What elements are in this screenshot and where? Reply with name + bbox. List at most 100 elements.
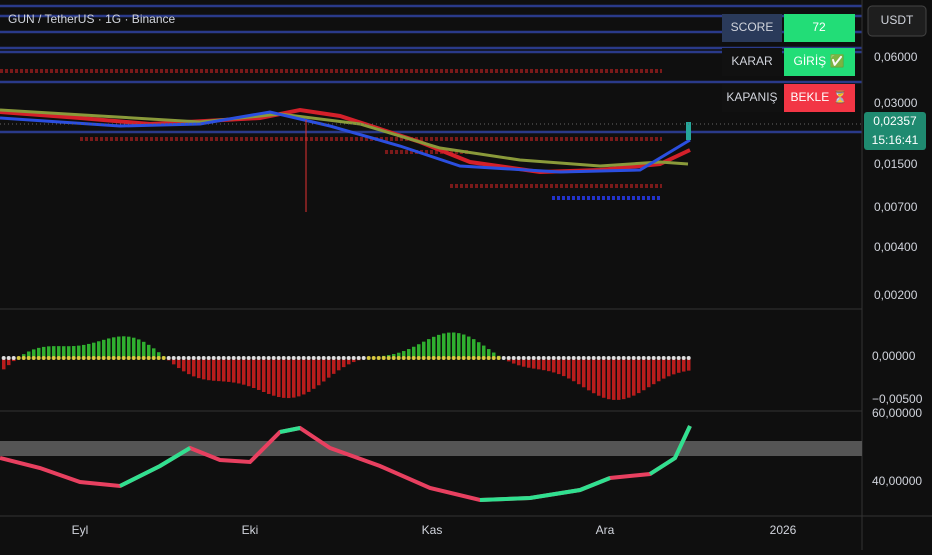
- hist-bar: [142, 342, 146, 358]
- hist-bar: [627, 358, 631, 398]
- zero-dot: [27, 356, 31, 360]
- time-tick-label: 2026: [770, 523, 797, 537]
- zero-dot: [562, 356, 566, 360]
- hist-bar: [197, 358, 201, 378]
- zero-dot: [532, 356, 536, 360]
- zero-dot: [157, 356, 161, 360]
- zero-dot: [512, 356, 516, 360]
- hist-bar: [622, 358, 626, 399]
- zero-dot: [482, 356, 486, 360]
- zero-dot: [382, 356, 386, 360]
- hist-bar: [602, 358, 606, 398]
- zero-dot: [502, 356, 506, 360]
- hist-bar: [597, 358, 601, 396]
- time-tick-label: Kas: [422, 523, 443, 537]
- zero-dot: [377, 356, 381, 360]
- zero-dot: [507, 356, 511, 360]
- zero-dot: [102, 356, 106, 360]
- zero-dot: [292, 356, 296, 360]
- zero-dot: [672, 356, 676, 360]
- zero-dot: [122, 356, 126, 360]
- zero-dot: [62, 356, 66, 360]
- hist-bar: [577, 358, 581, 384]
- zero-dot: [97, 356, 101, 360]
- hist-bar: [637, 358, 641, 393]
- hist-bar: [322, 358, 326, 382]
- zero-dot: [277, 356, 281, 360]
- zero-dot: [117, 356, 121, 360]
- hist-bar: [302, 358, 306, 394]
- zero-dot: [522, 356, 526, 360]
- zero-dot: [187, 356, 191, 360]
- currency[interactable]: USDT: [881, 13, 914, 27]
- zero-dot: [577, 356, 581, 360]
- hist-bar: [287, 358, 291, 398]
- osc-tick-label: −0,00500: [872, 392, 923, 406]
- zero-dot: [312, 356, 316, 360]
- hist-bar: [677, 358, 681, 373]
- zero-dot: [327, 356, 331, 360]
- hist-bar: [467, 337, 471, 358]
- zero-dot: [332, 356, 336, 360]
- hist-bar: [312, 358, 316, 389]
- zero-dot: [552, 356, 556, 360]
- hist-bar: [332, 358, 336, 374]
- hist-bar: [132, 338, 136, 358]
- zero-dot: [47, 356, 51, 360]
- zero-dot: [22, 356, 26, 360]
- hist-bar: [682, 358, 686, 372]
- zero-dot: [592, 356, 596, 360]
- zero-dot: [447, 356, 451, 360]
- rsi-band: [0, 441, 862, 456]
- hist-bar: [317, 358, 321, 385]
- zero-dot: [412, 356, 416, 360]
- hist-bar: [672, 358, 676, 374]
- zero-dot: [252, 356, 256, 360]
- hist-bar: [127, 337, 131, 358]
- zero-dot: [107, 356, 111, 360]
- hist-bar: [97, 341, 101, 358]
- osc-tick-label: 0,00000: [872, 349, 916, 363]
- zero-dot: [547, 356, 551, 360]
- zero-dot: [422, 356, 426, 360]
- zero-dot: [587, 356, 591, 360]
- hist-bar: [562, 358, 566, 376]
- hist-bar: [212, 358, 216, 381]
- kapanis-value: BEKLE ⏳: [791, 90, 848, 104]
- zero-dot: [347, 356, 351, 360]
- zero-dot: [17, 356, 21, 360]
- zero-dot: [677, 356, 681, 360]
- zero-dot: [657, 356, 661, 360]
- zero-dot: [582, 356, 586, 360]
- zero-dot: [352, 356, 356, 360]
- hist-bar: [277, 358, 281, 397]
- hist-bar: [447, 333, 451, 358]
- score-value: 72: [812, 20, 826, 34]
- zero-dot: [597, 356, 601, 360]
- hist-bar: [417, 344, 421, 358]
- hist-bar: [187, 358, 191, 374]
- hist-bar: [272, 358, 276, 396]
- zero-dot: [602, 356, 606, 360]
- zero-dot: [167, 356, 171, 360]
- hist-bar: [122, 336, 126, 358]
- zero-dot: [127, 356, 131, 360]
- zero-dot: [452, 356, 456, 360]
- zero-dot: [457, 356, 461, 360]
- hist-bar: [432, 337, 436, 358]
- zero-dot: [12, 356, 16, 360]
- zero-dot: [87, 356, 91, 360]
- zero-dot: [202, 356, 206, 360]
- hist-bar: [567, 358, 571, 378]
- price-tick-label: 0,00400: [874, 240, 918, 254]
- zero-dot: [272, 356, 276, 360]
- countdown: 15:16:41: [872, 133, 919, 147]
- zero-dot: [432, 356, 436, 360]
- price-tick-label: 0,01500: [874, 157, 918, 171]
- zero-dot: [492, 356, 496, 360]
- hist-bar: [462, 334, 466, 358]
- hist-bar: [617, 358, 621, 400]
- hist-bar: [307, 358, 311, 392]
- zero-dot: [237, 356, 241, 360]
- zero-dot: [477, 356, 481, 360]
